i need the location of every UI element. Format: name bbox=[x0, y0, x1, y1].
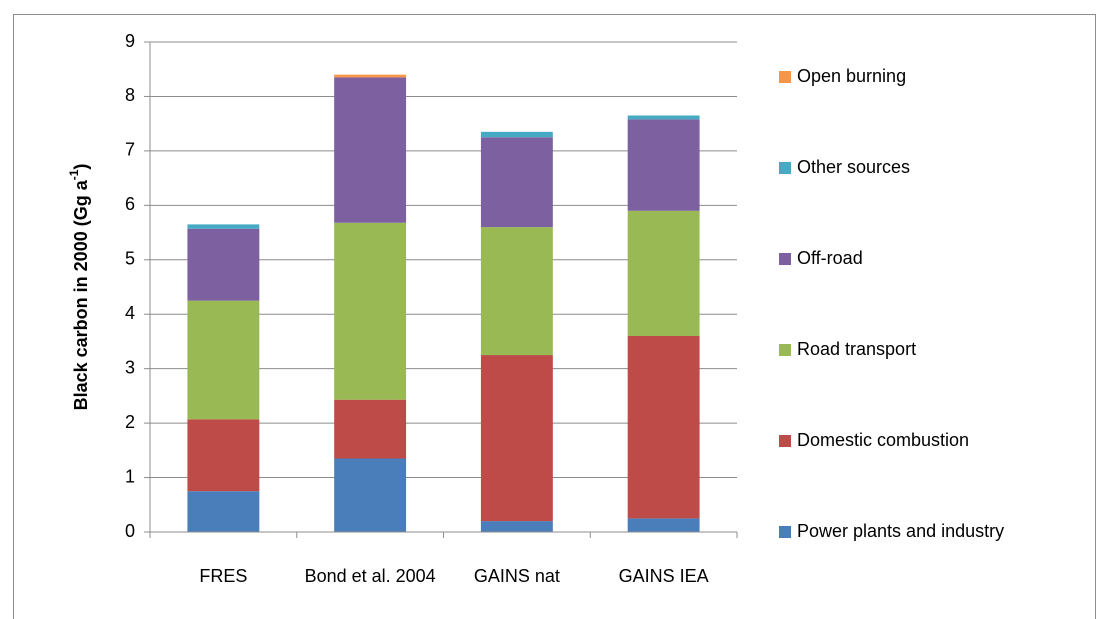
bar-segment bbox=[627, 336, 700, 519]
legend-label: Other sources bbox=[797, 157, 910, 177]
y-axis-label: Black carbon in 2000 (Gg a-1) bbox=[67, 164, 91, 411]
y-tick-label: 9 bbox=[125, 31, 135, 51]
bar-segment bbox=[334, 222, 407, 400]
y-tick-label: 6 bbox=[125, 194, 135, 214]
bar-segment bbox=[627, 115, 700, 120]
y-tick-label: 0 bbox=[125, 521, 135, 541]
y-tick-label: 8 bbox=[125, 85, 135, 105]
legend-swatch bbox=[779, 435, 791, 447]
x-tick-label: GAINS IEA bbox=[619, 566, 709, 586]
y-tick-label: 3 bbox=[125, 357, 135, 377]
y-tick-label: 7 bbox=[125, 140, 135, 160]
bar-segment bbox=[627, 518, 700, 532]
legend-swatch bbox=[779, 162, 791, 174]
legend-label: Off-road bbox=[797, 248, 863, 268]
bar-segment bbox=[480, 227, 553, 356]
bar-segment bbox=[334, 458, 407, 532]
bar-segment bbox=[480, 137, 553, 228]
y-label-text: Black carbon in 2000 (Gg a bbox=[71, 179, 91, 410]
bar-segment bbox=[187, 300, 260, 420]
bar-segment bbox=[334, 77, 407, 223]
bar-segment bbox=[187, 491, 260, 532]
legend-label: Open burning bbox=[797, 66, 906, 86]
bar-segment bbox=[187, 228, 260, 301]
y-tick-label: 1 bbox=[125, 466, 135, 486]
legend-swatch bbox=[779, 253, 791, 265]
x-tick-label: FRES bbox=[199, 566, 247, 586]
y-tick-label: 5 bbox=[125, 249, 135, 269]
bar-segment bbox=[480, 131, 553, 138]
x-tick-label: Bond et al. 2004 bbox=[305, 566, 436, 586]
bar-segment bbox=[480, 521, 553, 532]
y-label-suffix: ) bbox=[71, 164, 91, 170]
y-label-superscript: -1 bbox=[67, 169, 81, 180]
legend-label: Domestic combustion bbox=[797, 430, 969, 450]
bar-segment bbox=[627, 210, 700, 336]
bar-segment bbox=[187, 224, 260, 229]
chart-border bbox=[13, 14, 1096, 619]
bar-segment bbox=[334, 74, 407, 78]
bar-segment bbox=[187, 419, 260, 492]
legend-swatch bbox=[779, 526, 791, 538]
bar-segment bbox=[334, 399, 407, 459]
bar-segment bbox=[480, 355, 553, 522]
legend-label: Power plants and industry bbox=[797, 521, 1004, 541]
x-tick-label: GAINS nat bbox=[474, 566, 560, 586]
legend-label: Road transport bbox=[797, 339, 916, 359]
legend-swatch bbox=[779, 71, 791, 83]
legend-swatch bbox=[779, 344, 791, 356]
bar-segment bbox=[627, 119, 700, 211]
y-tick-label: 2 bbox=[125, 412, 135, 432]
y-tick-label: 4 bbox=[125, 303, 135, 323]
